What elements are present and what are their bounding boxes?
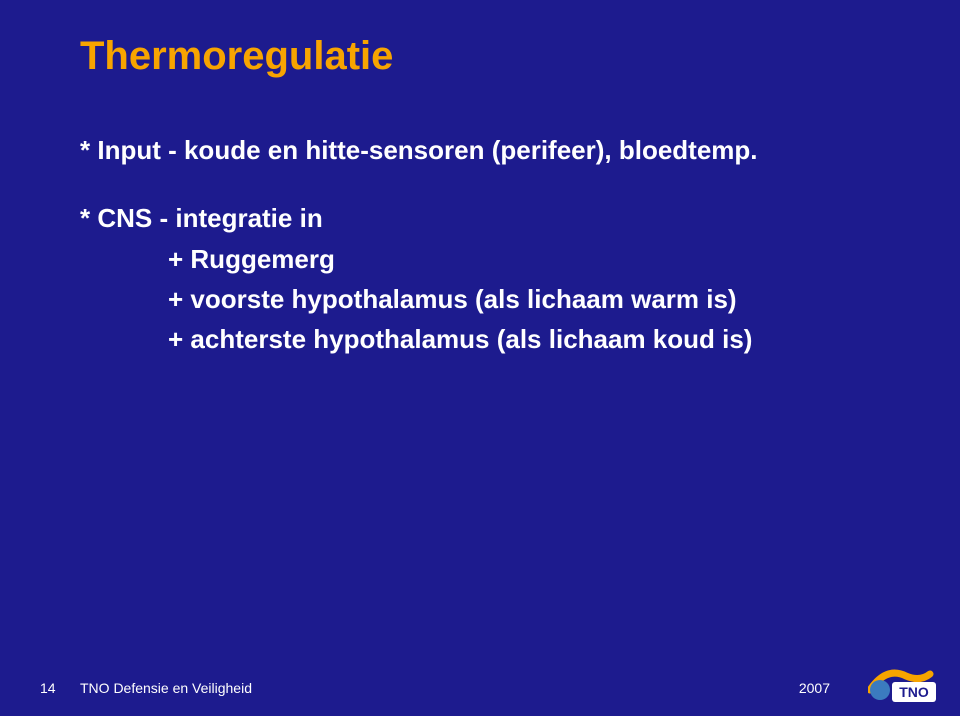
slide-title: Thermoregulatie [80,34,393,79]
bullet-cns: * CNS - integratie in [80,198,758,238]
footer-year: 2007 [799,680,830,696]
slide: Thermoregulatie * Input - koude en hitte… [0,0,960,716]
subbullet-achterste: + achterste hypothalamus (als lichaam ko… [80,319,758,359]
footer-left: 14 TNO Defensie en Veiligheid [40,680,252,696]
footer-org: TNO Defensie en Veiligheid [80,680,252,696]
bullet-input: * Input - koude en hitte-sensoren (perif… [80,130,758,170]
spacer [80,170,758,198]
footer: 14 TNO Defensie en Veiligheid 2007 [40,680,920,696]
logo-text: TNO [899,684,929,700]
subbullet-voorste: + voorste hypothalamus (als lichaam warm… [80,279,758,319]
subbullet-ruggemerg: + Ruggemerg [80,239,758,279]
slide-body: * Input - koude en hitte-sensoren (perif… [80,130,758,359]
slide-number: 14 [40,680,58,696]
tno-logo-icon: TNO [868,660,938,704]
